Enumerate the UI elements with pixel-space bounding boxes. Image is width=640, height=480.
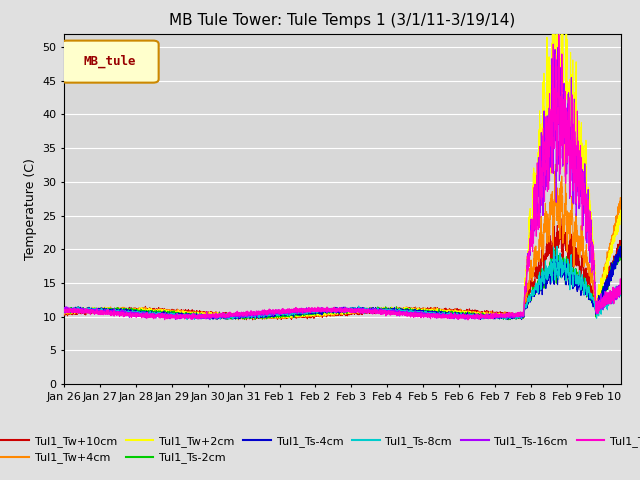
Tul1_Tw+10cm bbox=[273, 314, 281, 320]
Tul1_Ts-4cm bbox=[161, 313, 169, 319]
Tul1_Tw+2cm bbox=[476, 312, 483, 317]
Tul1_Ts-16cm bbox=[518, 312, 525, 318]
Tul1_Tw+2cm bbox=[273, 313, 280, 319]
Tul1_Ts-32cm bbox=[60, 307, 68, 313]
Text: MB_tule: MB_tule bbox=[83, 54, 136, 68]
Line: Tul1_Tw+2cm: Tul1_Tw+2cm bbox=[64, 0, 621, 319]
Tul1_Tw+4cm bbox=[476, 311, 483, 316]
Tul1_Tw+2cm bbox=[617, 214, 625, 220]
Tul1_Tw+10cm bbox=[476, 311, 483, 316]
Tul1_Tw+2cm bbox=[60, 309, 68, 315]
Tul1_Ts-2cm bbox=[394, 308, 402, 314]
Tul1_Ts-2cm bbox=[518, 312, 525, 318]
Tul1_Tw+2cm bbox=[518, 312, 525, 318]
Tul1_Ts-2cm bbox=[617, 245, 625, 251]
Tul1_Ts-32cm bbox=[555, 32, 563, 37]
Tul1_Ts-16cm bbox=[422, 312, 430, 317]
Tul1_Ts-2cm bbox=[422, 310, 430, 315]
Tul1_Ts-2cm bbox=[616, 243, 624, 249]
Tul1_Tw+4cm bbox=[552, 161, 559, 167]
Tul1_Tw+10cm bbox=[161, 308, 169, 314]
Tul1_Ts-8cm bbox=[553, 243, 561, 249]
FancyBboxPatch shape bbox=[61, 41, 159, 83]
Tul1_Ts-4cm bbox=[617, 243, 625, 249]
Line: Tul1_Ts-2cm: Tul1_Ts-2cm bbox=[64, 246, 621, 320]
Line: Tul1_Tw+10cm: Tul1_Tw+10cm bbox=[64, 216, 621, 320]
Line: Tul1_Tw+4cm: Tul1_Tw+4cm bbox=[64, 164, 621, 320]
Tul1_Ts-16cm bbox=[476, 313, 483, 319]
Tul1_Tw+10cm bbox=[394, 309, 402, 315]
Tul1_Ts-8cm bbox=[161, 312, 169, 318]
Tul1_Tw+4cm bbox=[235, 317, 243, 323]
Tul1_Ts-32cm bbox=[422, 313, 430, 319]
Tul1_Ts-8cm bbox=[518, 312, 525, 318]
Tul1_Ts-16cm bbox=[172, 317, 180, 323]
Title: MB Tule Tower: Tule Temps 1 (3/1/11-3/19/14): MB Tule Tower: Tule Temps 1 (3/1/11-3/19… bbox=[169, 13, 516, 28]
Tul1_Ts-8cm bbox=[273, 312, 281, 317]
Tul1_Tw+10cm bbox=[518, 313, 525, 319]
Tul1_Tw+4cm bbox=[518, 313, 525, 319]
Tul1_Ts-8cm bbox=[422, 310, 430, 316]
Tul1_Ts-2cm bbox=[60, 307, 68, 313]
Tul1_Ts-16cm bbox=[554, 45, 562, 50]
Tul1_Ts-8cm bbox=[617, 286, 625, 291]
Tul1_Tw+10cm bbox=[422, 309, 430, 314]
Tul1_Tw+2cm bbox=[161, 312, 169, 317]
Tul1_Ts-32cm bbox=[518, 312, 525, 318]
Line: Tul1_Ts-8cm: Tul1_Ts-8cm bbox=[64, 246, 621, 320]
Tul1_Ts-2cm bbox=[273, 312, 280, 318]
Tul1_Tw+4cm bbox=[161, 309, 169, 315]
Tul1_Tw+10cm bbox=[249, 317, 257, 323]
Tul1_Tw+4cm bbox=[60, 310, 68, 316]
Tul1_Ts-8cm bbox=[394, 310, 402, 315]
Y-axis label: Temperature (C): Temperature (C) bbox=[24, 158, 36, 260]
Tul1_Ts-32cm bbox=[273, 308, 280, 313]
Tul1_Ts-4cm bbox=[518, 315, 525, 321]
Tul1_Ts-4cm bbox=[273, 312, 280, 318]
Tul1_Ts-8cm bbox=[206, 317, 214, 323]
Tul1_Tw+2cm bbox=[516, 316, 524, 322]
Tul1_Tw+4cm bbox=[394, 308, 402, 313]
Line: Tul1_Ts-32cm: Tul1_Ts-32cm bbox=[64, 35, 621, 320]
Tul1_Ts-16cm bbox=[60, 309, 68, 314]
Tul1_Ts-32cm bbox=[464, 317, 472, 323]
Tul1_Tw+10cm bbox=[617, 240, 625, 246]
Tul1_Ts-16cm bbox=[617, 290, 625, 296]
Tul1_Ts-4cm bbox=[503, 317, 511, 323]
Tul1_Ts-2cm bbox=[505, 317, 513, 323]
Tul1_Ts-2cm bbox=[161, 308, 169, 314]
Tul1_Tw+10cm bbox=[60, 312, 68, 317]
Tul1_Ts-32cm bbox=[161, 313, 169, 319]
Tul1_Ts-4cm bbox=[617, 249, 625, 255]
Tul1_Ts-4cm bbox=[476, 314, 483, 320]
Tul1_Ts-16cm bbox=[161, 313, 169, 319]
Tul1_Tw+2cm bbox=[394, 307, 402, 313]
Line: Tul1_Ts-4cm: Tul1_Ts-4cm bbox=[64, 246, 621, 320]
Tul1_Ts-16cm bbox=[394, 310, 402, 316]
Tul1_Ts-8cm bbox=[476, 315, 483, 321]
Tul1_Ts-2cm bbox=[476, 312, 483, 318]
Tul1_Tw+4cm bbox=[273, 313, 281, 319]
Tul1_Tw+4cm bbox=[422, 309, 430, 315]
Tul1_Ts-4cm bbox=[394, 308, 402, 313]
Tul1_Tw+2cm bbox=[422, 309, 430, 314]
Tul1_Ts-8cm bbox=[60, 307, 68, 313]
Tul1_Ts-16cm bbox=[273, 310, 281, 316]
Legend: Tul1_Tw+10cm, Tul1_Tw+4cm, Tul1_Tw+2cm, Tul1_Ts-2cm, Tul1_Ts-4cm, Tul1_Ts-8cm, T: Tul1_Tw+10cm, Tul1_Tw+4cm, Tul1_Tw+2cm, … bbox=[0, 432, 640, 468]
Tul1_Ts-4cm bbox=[60, 308, 68, 314]
Tul1_Tw+4cm bbox=[617, 195, 625, 201]
Tul1_Ts-32cm bbox=[476, 313, 483, 319]
Tul1_Ts-32cm bbox=[617, 287, 625, 293]
Tul1_Ts-4cm bbox=[422, 310, 430, 315]
Tul1_Tw+10cm bbox=[550, 213, 557, 218]
Tul1_Ts-32cm bbox=[394, 312, 402, 317]
Line: Tul1_Ts-16cm: Tul1_Ts-16cm bbox=[64, 48, 621, 320]
